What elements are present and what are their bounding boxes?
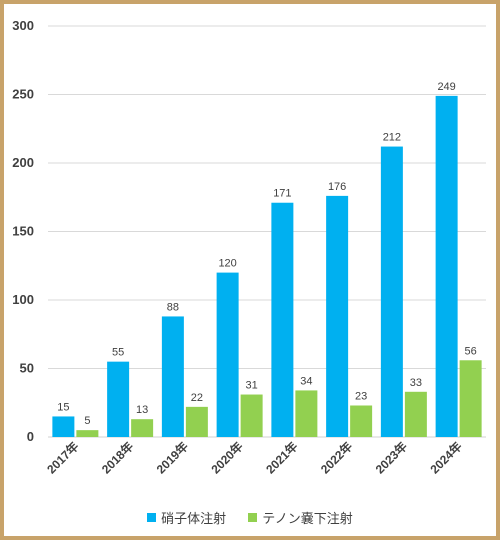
bar-series-2 [350, 405, 373, 437]
bar-series-2 [131, 419, 154, 437]
x-tick-label: 2019年 [153, 439, 191, 477]
x-tick-label: 2020年 [208, 439, 246, 477]
bar-series-2 [185, 406, 208, 437]
y-tick-label: 50 [20, 361, 34, 376]
data-label: 176 [328, 181, 346, 193]
bar-series-1 [107, 361, 130, 437]
y-tick-label: 300 [12, 18, 34, 33]
data-label: 15 [57, 401, 69, 413]
bar-series-1 [52, 416, 75, 437]
data-label: 88 [167, 301, 179, 313]
x-tick-label: 2021年 [263, 439, 301, 477]
y-axis: 0 50 100 150 200 250 300 [12, 18, 34, 444]
y-tick-label: 150 [12, 224, 34, 239]
data-label: 212 [383, 132, 401, 144]
bar-series-1 [216, 272, 239, 437]
y-tick-label: 250 [12, 87, 34, 102]
bar-series-2 [295, 390, 318, 437]
legend: 硝子体注射 テノン嚢下注射 [0, 506, 500, 528]
x-tick-label: 2022年 [317, 439, 355, 477]
bar-series-2 [459, 360, 482, 437]
data-label: 31 [246, 380, 258, 392]
bar-series-1 [326, 195, 349, 437]
legend-label-series-2: テノン嚢下注射 [262, 511, 353, 527]
data-label: 22 [191, 392, 203, 404]
data-label: 55 [112, 347, 124, 359]
y-tick-label: 100 [12, 292, 34, 307]
y-tick-label: 0 [27, 429, 34, 444]
y-tick-label: 200 [12, 155, 34, 170]
x-tick-label: 2017年 [44, 439, 82, 477]
bar-series-1 [161, 316, 184, 437]
bar-series-1 [271, 202, 294, 437]
bar-series-2 [76, 430, 99, 437]
data-label: 120 [218, 258, 236, 270]
legend-item-series-2: テノン嚢下注射 [248, 508, 353, 527]
data-label: 34 [300, 375, 312, 387]
data-label: 249 [437, 81, 455, 93]
data-label: 33 [410, 377, 422, 389]
x-axis: 2017年 2018年 2019年 2020年 2021年 2022年 2023年 2024年 [44, 439, 465, 477]
x-tick-label: 2018年 [98, 439, 136, 477]
data-label: 5 [84, 415, 90, 427]
data-label: 13 [136, 404, 148, 416]
data-label: 171 [273, 188, 291, 200]
x-tick-label: 2023年 [372, 439, 410, 477]
bar-series-2 [404, 391, 427, 437]
bar-series-1 [380, 146, 403, 437]
legend-swatch-series-1 [147, 512, 157, 522]
bars [52, 95, 482, 438]
legend-item-series-1: 硝子体注射 [147, 508, 226, 527]
legend-label-series-1: 硝子体注射 [161, 511, 227, 527]
data-label: 23 [355, 390, 367, 402]
data-label: 56 [465, 345, 477, 357]
bar-series-2 [240, 394, 263, 437]
legend-swatch-series-2 [248, 512, 258, 522]
bar-series-1 [435, 95, 458, 438]
x-tick-label: 2024年 [427, 439, 465, 477]
